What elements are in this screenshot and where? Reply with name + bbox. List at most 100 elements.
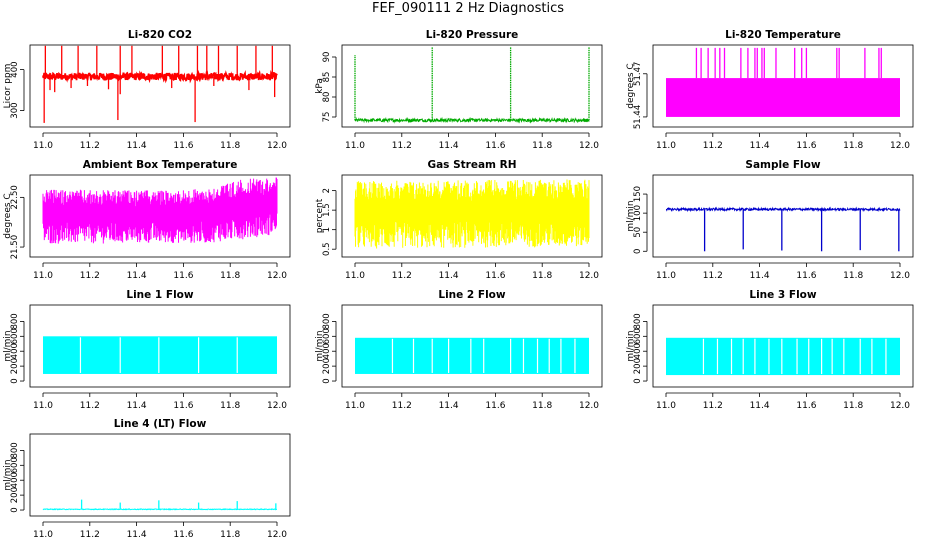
x-tick-label: 11.8 <box>843 141 863 151</box>
x-tick-label: 11.6 <box>485 401 505 411</box>
y-tick-label: 0 <box>10 507 20 512</box>
plot-frame <box>341 44 603 128</box>
x-tick-label: 12.0 <box>267 141 287 151</box>
y-tick-label: 800 <box>633 313 643 329</box>
x-tick-label: 11.2 <box>80 401 100 411</box>
y-tick-label: 0 <box>633 249 643 254</box>
x-tick-label: 11.8 <box>220 530 240 540</box>
chart-7: Line 1 Flow ml/min 11.0 11.2 11.4 11.6 11.8 12.… <box>3 289 291 411</box>
y-tick-label: 51.44 <box>633 105 643 129</box>
series <box>43 336 277 374</box>
x-tick-label: 12.0 <box>579 271 599 281</box>
y-tick-label: 90 <box>322 52 332 63</box>
y-tick-label: 0 <box>633 378 643 383</box>
x-tick-label: 11.4 <box>127 530 147 540</box>
x-tick-label: 11.6 <box>173 530 193 540</box>
x-tick-label: 11.4 <box>127 141 147 151</box>
x-tick-label: 11.4 <box>439 141 459 151</box>
y-tick-label: 400 <box>322 343 332 359</box>
y-tick-label: 80 <box>322 92 332 103</box>
series <box>666 47 900 117</box>
y-tick-label: 1 <box>322 227 332 232</box>
plot-frame <box>29 174 291 258</box>
x-tick-label: 12.0 <box>579 141 599 151</box>
x-tick-label: 11.6 <box>796 141 816 151</box>
plot-frame <box>652 174 914 258</box>
x-tick-label: 11.0 <box>345 141 365 151</box>
y-axis-label: Licor ppm <box>3 64 13 109</box>
band-fill <box>43 336 277 374</box>
x-tick-label: 11.0 <box>345 401 365 411</box>
y-axis-label: ml/min <box>3 459 13 490</box>
x-tick-label: 11.4 <box>439 271 459 281</box>
y-axis-label: ml/min <box>626 330 636 361</box>
y-tick-label: 22.50 <box>10 185 20 209</box>
x-tick-label: 11.6 <box>173 141 193 151</box>
y-tick-label: 0 <box>10 378 20 383</box>
y-tick-label: 800 <box>322 313 332 329</box>
series <box>355 337 589 374</box>
y-tick-label: 600 <box>10 328 20 344</box>
y-tick-label: 200 <box>633 358 643 374</box>
x-tick-label: 11.2 <box>392 401 412 411</box>
y-axis-label: percent <box>315 198 325 233</box>
x-tick-label: 11.8 <box>843 271 863 281</box>
plot-frame <box>29 44 291 128</box>
chart-title: Line 1 Flow <box>126 289 193 301</box>
x-tick-label: 12.0 <box>890 271 910 281</box>
x-tick-label: 11.6 <box>796 401 816 411</box>
y-tick-label: 50 <box>633 227 643 238</box>
x-tick-label: 11.8 <box>220 401 240 411</box>
y-axis-label: ml/min <box>315 330 325 361</box>
chart-title: Line 4 (LT) Flow <box>114 418 207 430</box>
y-tick-label: 2 <box>322 188 332 193</box>
y-axis-label: ml/min <box>626 200 636 231</box>
chart-3: Li-820 Temperature degrees C 11.0 11.2 11.4 1… <box>626 29 914 151</box>
x-tick-label: 11.4 <box>439 401 459 411</box>
chart-title: Gas Stream RH <box>427 159 516 171</box>
x-tick-label: 11.0 <box>656 141 676 151</box>
y-tick-label: 150 <box>633 186 643 202</box>
chart-8: Line 2 Flow ml/min 11.0 11.2 11.4 11.6 11.8 12.… <box>315 289 603 411</box>
x-tick-label: 11.4 <box>750 401 770 411</box>
y-axis-label: degrees C <box>626 63 636 108</box>
y-tick-label: 1.5 <box>322 203 332 217</box>
y-tick-label: 200 <box>322 358 332 374</box>
x-tick-label: 12.0 <box>267 401 287 411</box>
y-tick-label: 600 <box>322 328 332 344</box>
x-tick-label: 11.2 <box>703 401 723 411</box>
chart-2: Li-820 Pressure kPa 11.0 11.2 11.4 11.6 11.8 12… <box>315 29 603 151</box>
x-tick-label: 11.0 <box>33 141 53 151</box>
series <box>666 337 900 376</box>
x-tick-label: 12.0 <box>890 141 910 151</box>
x-tick-label: 11.0 <box>656 271 676 281</box>
x-tick-label: 11.0 <box>33 271 53 281</box>
series <box>354 47 590 124</box>
band-fill <box>666 337 900 376</box>
x-tick-label: 11.8 <box>532 401 552 411</box>
chart-title: Li-820 Pressure <box>426 29 519 41</box>
y-tick-label: 600 <box>10 457 20 473</box>
y-tick-label: 51.47 <box>633 62 643 86</box>
plot-frame <box>652 304 914 388</box>
x-tick-label: 11.0 <box>33 530 53 540</box>
chart-5: Gas Stream RH percent 11.0 11.2 11.4 11.6 11.8… <box>315 159 603 281</box>
x-tick-label: 11.8 <box>532 271 552 281</box>
series-line <box>42 69 278 84</box>
y-tick-label: 400 <box>10 343 20 359</box>
y-axis-label: ml/min <box>3 330 13 361</box>
x-tick-label: 11.4 <box>127 271 147 281</box>
x-tick-label: 11.4 <box>127 401 147 411</box>
x-tick-label: 11.6 <box>173 271 193 281</box>
series-line <box>665 206 901 213</box>
x-tick-label: 12.0 <box>267 271 287 281</box>
y-tick-label: 0 <box>322 378 332 383</box>
x-tick-label: 12.0 <box>890 401 910 411</box>
y-tick-label: 600 <box>633 328 643 344</box>
chart-1: Li-820 CO2 Licor ppm 11.0 11.2 11.4 11.6 11.8 1… <box>3 29 291 151</box>
series <box>42 45 278 123</box>
plot-frame <box>341 174 603 258</box>
x-tick-label: 12.0 <box>579 401 599 411</box>
x-tick-label: 11.8 <box>843 401 863 411</box>
